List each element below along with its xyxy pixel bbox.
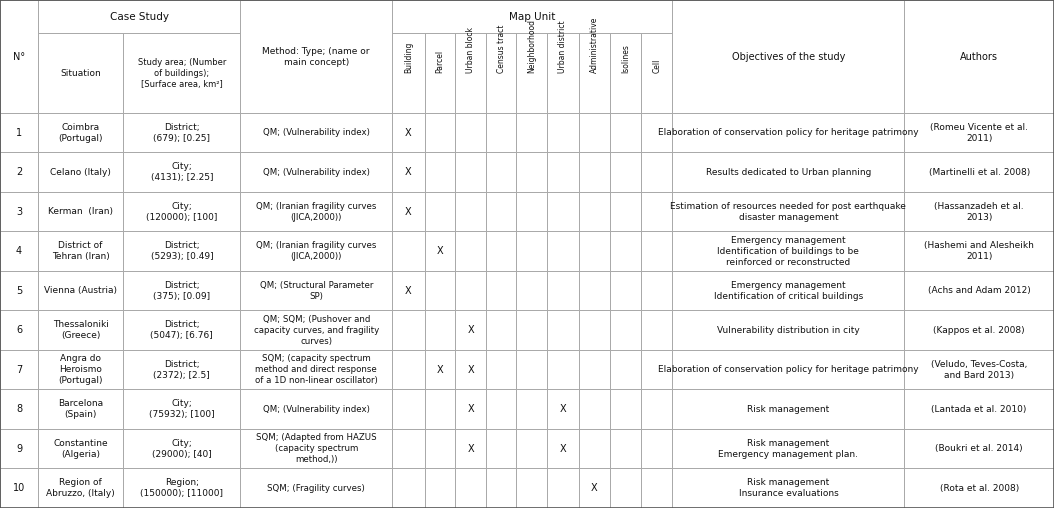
Text: Cell: Cell xyxy=(652,59,661,73)
Text: 7: 7 xyxy=(16,365,22,375)
Text: District of
Tehran (Iran): District of Tehran (Iran) xyxy=(52,241,110,261)
Text: Urban block: Urban block xyxy=(466,27,475,73)
Text: Emergency management
Identification of buildings to be
reinforced or reconstruct: Emergency management Identification of b… xyxy=(718,236,859,267)
Text: QM; (Vulnerability index): QM; (Vulnerability index) xyxy=(262,168,370,177)
Text: Objectives of the study: Objectives of the study xyxy=(731,52,845,61)
Text: District;
(5293); [0.49]: District; (5293); [0.49] xyxy=(151,241,213,261)
Text: Isolines: Isolines xyxy=(621,44,630,73)
Text: QM; (Iranian fragility curves
(JICA,2000)): QM; (Iranian fragility curves (JICA,2000… xyxy=(256,202,376,222)
Text: QM; (Structural Parameter
SP): QM; (Structural Parameter SP) xyxy=(259,281,373,301)
Text: Building: Building xyxy=(404,42,413,73)
Text: (Martinelli et al. 2008): (Martinelli et al. 2008) xyxy=(929,168,1030,177)
Text: X: X xyxy=(436,246,444,256)
Text: QM; SQM; (Pushover and
capacity curves, and fragility
curves): QM; SQM; (Pushover and capacity curves, … xyxy=(254,314,378,346)
Text: (Boukri et al. 2014): (Boukri et al. 2014) xyxy=(935,444,1023,453)
Text: 1: 1 xyxy=(16,128,22,138)
Text: City;
(4131); [2.25]: City; (4131); [2.25] xyxy=(151,162,213,182)
Text: QM; (Vulnerability index): QM; (Vulnerability index) xyxy=(262,128,370,137)
Text: City;
(120000); [100]: City; (120000); [100] xyxy=(147,202,217,222)
Text: SQM; (Adapted from HAZUS
(capacity spectrum
method,)): SQM; (Adapted from HAZUS (capacity spect… xyxy=(256,433,376,464)
Text: (Rota et al. 2008): (Rota et al. 2008) xyxy=(939,484,1019,493)
Text: Thessaloniki
(Greece): Thessaloniki (Greece) xyxy=(53,320,109,340)
Text: Elaboration of conservation policy for heritage patrimony: Elaboration of conservation policy for h… xyxy=(658,128,919,137)
Text: Emergency management
Identification of critical buildings: Emergency management Identification of c… xyxy=(714,281,863,301)
Text: Neighborhood: Neighborhood xyxy=(527,19,536,73)
Text: (Hassanzadeh et al.
2013): (Hassanzadeh et al. 2013) xyxy=(934,202,1024,222)
Text: X: X xyxy=(405,128,412,138)
Text: City;
(29000); [40]: City; (29000); [40] xyxy=(152,439,212,459)
Text: 4: 4 xyxy=(16,246,22,256)
Text: X: X xyxy=(405,167,412,177)
Text: 6: 6 xyxy=(16,325,22,335)
Text: Risk management
Insurance evaluations: Risk management Insurance evaluations xyxy=(739,478,838,498)
Text: Region;
(150000); [11000]: Region; (150000); [11000] xyxy=(140,478,223,498)
Text: (Achs and Adam 2012): (Achs and Adam 2012) xyxy=(928,286,1031,295)
Text: X: X xyxy=(436,365,444,375)
Text: Kerman  (Iran): Kerman (Iran) xyxy=(48,207,113,216)
Text: District;
(375); [0.09]: District; (375); [0.09] xyxy=(153,281,211,301)
Text: Angra do
Heroismo
(Portugal): Angra do Heroismo (Portugal) xyxy=(58,354,103,386)
Text: Vienna (Austria): Vienna (Austria) xyxy=(44,286,117,295)
Text: District;
(5047); [6.76]: District; (5047); [6.76] xyxy=(151,320,213,340)
Text: Case Study: Case Study xyxy=(110,12,169,22)
Text: X: X xyxy=(591,483,598,493)
Text: Results dedicated to Urban planning: Results dedicated to Urban planning xyxy=(706,168,871,177)
Text: X: X xyxy=(405,207,412,217)
Text: 3: 3 xyxy=(16,207,22,217)
Text: Vulnerability distribution in city: Vulnerability distribution in city xyxy=(717,326,860,335)
Text: Urban district: Urban district xyxy=(559,20,567,73)
Text: SQM; (Fragility curves): SQM; (Fragility curves) xyxy=(268,484,365,493)
Text: 5: 5 xyxy=(16,285,22,296)
Text: X: X xyxy=(467,365,474,375)
Text: Barcelona
(Spain): Barcelona (Spain) xyxy=(58,399,103,419)
Text: Census tract: Census tract xyxy=(496,25,506,73)
Text: (Kappos et al. 2008): (Kappos et al. 2008) xyxy=(934,326,1024,335)
Text: (Romeu Vicente et al.
2011): (Romeu Vicente et al. 2011) xyxy=(931,122,1028,143)
Text: 2: 2 xyxy=(16,167,22,177)
Text: Constantine
(Algeria): Constantine (Algeria) xyxy=(54,439,108,459)
Text: Administrative: Administrative xyxy=(590,17,599,73)
Text: X: X xyxy=(560,404,566,414)
Text: X: X xyxy=(467,444,474,454)
Text: Coimbra
(Portugal): Coimbra (Portugal) xyxy=(58,122,103,143)
Text: Region of
Abruzzo, (Italy): Region of Abruzzo, (Italy) xyxy=(46,478,115,498)
Text: Method: Type; (name or
main concept): Method: Type; (name or main concept) xyxy=(262,47,370,67)
Text: N°: N° xyxy=(13,52,25,61)
Text: Estimation of resources needed for post earthquake
disaster management: Estimation of resources needed for post … xyxy=(670,202,906,222)
Text: Map Unit: Map Unit xyxy=(509,12,555,22)
Text: District;
(2372); [2.5]: District; (2372); [2.5] xyxy=(154,360,210,380)
Text: X: X xyxy=(405,285,412,296)
Text: 8: 8 xyxy=(16,404,22,414)
Text: Study area; (Number
of buildings);
[Surface area, km²]: Study area; (Number of buildings); [Surf… xyxy=(138,57,226,89)
Text: X: X xyxy=(467,325,474,335)
Text: (Veludo, Teves-Costa,
and Bard 2013): (Veludo, Teves-Costa, and Bard 2013) xyxy=(931,360,1028,380)
Text: Authors: Authors xyxy=(960,52,998,61)
Text: Elaboration of conservation policy for heritage patrimony: Elaboration of conservation policy for h… xyxy=(658,365,919,374)
Text: X: X xyxy=(560,444,566,454)
Text: (Hashemi and Alesheikh
2011): (Hashemi and Alesheikh 2011) xyxy=(924,241,1034,261)
Text: (Lantada et al. 2010): (Lantada et al. 2010) xyxy=(932,405,1027,414)
Text: City;
(75932); [100]: City; (75932); [100] xyxy=(149,399,215,419)
Text: District;
(679); [0.25]: District; (679); [0.25] xyxy=(153,122,211,143)
Text: Risk management: Risk management xyxy=(747,405,829,414)
Text: X: X xyxy=(467,404,474,414)
Text: QM; (Vulnerability index): QM; (Vulnerability index) xyxy=(262,405,370,414)
Text: SQM; (capacity spectrum
method and direct response
of a 1D non-linear oscillator: SQM; (capacity spectrum method and direc… xyxy=(255,354,377,386)
Text: Celano (Italy): Celano (Italy) xyxy=(51,168,111,177)
Text: 10: 10 xyxy=(13,483,25,493)
Text: Situation: Situation xyxy=(60,69,101,78)
Text: Parcel: Parcel xyxy=(435,50,445,73)
Text: Risk management
Emergency management plan.: Risk management Emergency management pla… xyxy=(719,439,858,459)
Text: QM; (Iranian fragility curves
(JICA,2000)): QM; (Iranian fragility curves (JICA,2000… xyxy=(256,241,376,261)
Text: 9: 9 xyxy=(16,444,22,454)
